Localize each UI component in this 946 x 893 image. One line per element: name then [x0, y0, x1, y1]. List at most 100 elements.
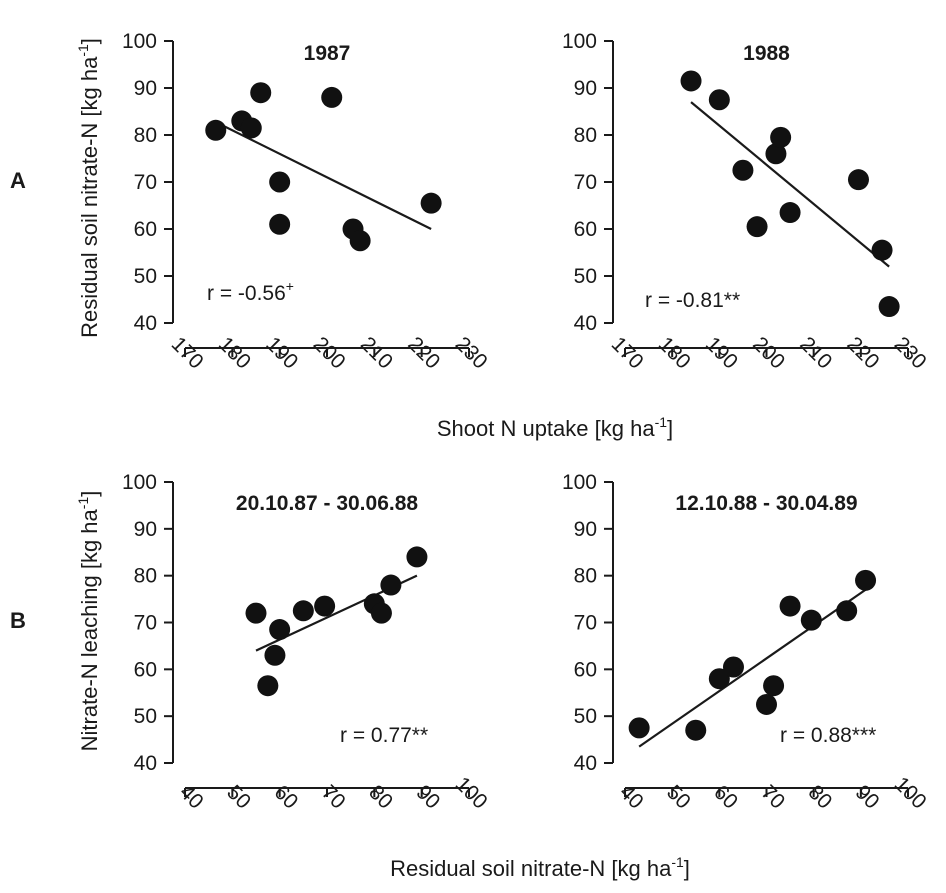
- x-tick-label: 230: [451, 332, 492, 373]
- data-point: [269, 213, 291, 235]
- panel-title: 1988: [743, 42, 790, 65]
- y-tick-label: 60: [574, 658, 597, 681]
- data-point: [756, 693, 777, 715]
- x-tick-label: 220: [843, 332, 884, 373]
- data-point: [250, 82, 272, 104]
- y-tick-label: 90: [134, 77, 157, 100]
- x-tick-label: 80: [364, 781, 397, 814]
- data-point: [269, 171, 291, 193]
- correlation-annotation: r = 0.88***: [780, 724, 876, 747]
- x-tick-label: 90: [851, 781, 884, 814]
- y-tick-label: 50: [574, 705, 597, 728]
- y-tick-label: 50: [574, 265, 597, 288]
- y-tick-label: 80: [134, 565, 157, 588]
- x-tick-label: 60: [270, 781, 303, 814]
- data-point: [800, 609, 822, 631]
- y-tick-label: 70: [134, 612, 157, 635]
- data-point: [370, 602, 392, 624]
- correlation-annotation: r = -0.81**: [645, 289, 740, 312]
- data-point: [420, 192, 442, 214]
- x-tick-label: 180: [654, 332, 695, 373]
- data-point: [685, 719, 707, 741]
- y-tick-label: 60: [574, 218, 597, 241]
- data-point: [770, 126, 792, 148]
- panel-title: 12.10.88 - 30.04.89: [675, 492, 857, 515]
- data-point: [855, 569, 877, 591]
- data-point: [871, 239, 893, 261]
- data-point: [380, 574, 402, 596]
- y-tick-label: 90: [574, 77, 597, 100]
- x-tick-label: 200: [748, 332, 789, 373]
- data-point: [878, 296, 900, 318]
- y-tick-label: 40: [134, 752, 157, 775]
- x-tick-label: 50: [222, 781, 255, 814]
- data-point: [205, 119, 227, 141]
- data-point: [269, 619, 291, 641]
- y-tick-label: 40: [134, 312, 157, 335]
- data-point: [292, 600, 314, 622]
- regression-line: [690, 101, 890, 268]
- x-tick-label: 210: [795, 332, 836, 373]
- x-tick-label: 200: [309, 332, 350, 373]
- x-tick-label: 170: [167, 332, 208, 373]
- data-point: [264, 644, 286, 666]
- data-point: [321, 86, 343, 108]
- y-axis-title-top: Residual soil nitrate-N [kg ha-1]: [75, 38, 102, 338]
- y-tick-label: 100: [122, 471, 157, 494]
- x-tick-label: 100: [890, 772, 931, 813]
- x-tick-label: 190: [701, 332, 742, 373]
- x-tick-label: 190: [261, 332, 302, 373]
- y-tick-label: 100: [562, 471, 597, 494]
- y-axis-title-bottom: Nitrate-N leaching [kg ha-1]: [75, 491, 102, 752]
- x-axis-title-bottom: Residual soil nitrate-N [kg ha-1]: [390, 854, 690, 881]
- x-tick-label: 70: [756, 781, 789, 814]
- y-tick-label: 80: [134, 124, 157, 147]
- regression-line: [222, 124, 432, 230]
- panel-title: 1987: [304, 42, 351, 65]
- x-tick-label: 180: [214, 332, 255, 373]
- y-tick-label: 50: [134, 265, 157, 288]
- data-point: [722, 656, 744, 678]
- data-point: [765, 143, 787, 165]
- data-point: [763, 675, 785, 697]
- data-point: [708, 668, 730, 690]
- panel-title: 20.10.87 - 30.06.88: [236, 492, 418, 515]
- data-point: [708, 89, 730, 111]
- y-tick-label: 80: [574, 565, 597, 588]
- data-point: [732, 159, 754, 181]
- data-point: [746, 216, 768, 238]
- y-tick-label: 70: [574, 612, 597, 635]
- data-point: [836, 600, 858, 622]
- data-point: [628, 717, 650, 739]
- data-point: [245, 602, 267, 624]
- x-tick-label: 40: [175, 781, 208, 814]
- y-tick-label: 100: [562, 30, 597, 53]
- x-tick-label: 90: [412, 781, 445, 814]
- row-label-b: B: [10, 608, 26, 633]
- panel-1988: 40 50 60 70 80 90 100 170 180 190 200 210 220 230 1988…: [562, 30, 931, 374]
- correlation-annotation: r = -0.56+: [207, 278, 294, 305]
- correlation-annotation: r = 0.77**: [340, 724, 428, 747]
- x-tick-label: 220: [403, 332, 444, 373]
- y-tick-label: 50: [134, 705, 157, 728]
- x-tick-label: 70: [317, 781, 350, 814]
- y-tick-label: 80: [574, 124, 597, 147]
- data-point: [314, 595, 336, 617]
- regression-line: [638, 588, 867, 748]
- y-tick-label: 40: [574, 752, 597, 775]
- x-tick-label: 100: [451, 772, 492, 813]
- y-tick-label: 60: [134, 658, 157, 681]
- y-tick-label: 90: [134, 518, 157, 541]
- x-tick-label: 80: [804, 781, 837, 814]
- x-tick-label: 170: [607, 332, 648, 373]
- data-point: [779, 595, 801, 617]
- data-point: [406, 546, 428, 568]
- data-point: [680, 70, 702, 92]
- y-tick-label: 60: [134, 218, 157, 241]
- row-label-a: A: [10, 168, 26, 193]
- y-tick-label: 70: [574, 171, 597, 194]
- x-tick-label: 40: [615, 781, 648, 814]
